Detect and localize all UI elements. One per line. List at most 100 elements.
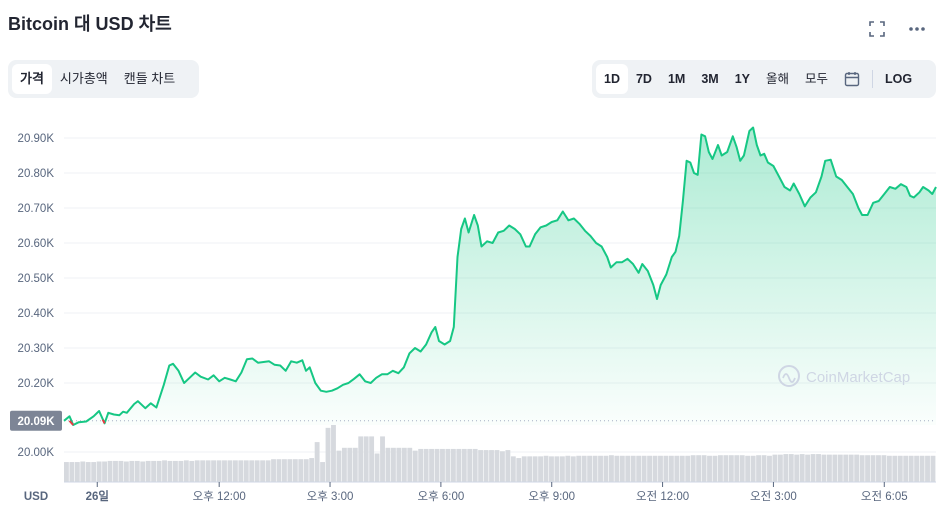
y-tick-label: 20.90K (18, 133, 55, 145)
volume-bar (385, 447, 391, 482)
volume-bar (282, 459, 287, 482)
chart-title: Bitcoin 대 USD 차트 (8, 14, 172, 34)
range-divider (872, 70, 874, 88)
volume-bar (407, 447, 413, 482)
volume-bar (559, 456, 565, 482)
volume-bar (374, 453, 380, 482)
volume-bar (69, 462, 75, 482)
fullscreen-icon[interactable] (866, 18, 888, 40)
volume-bar (521, 456, 527, 482)
volume-bar (391, 447, 396, 482)
volume-bar (123, 461, 129, 482)
volume-bar (216, 460, 222, 482)
tab-candle-chart[interactable]: 캔들 차트 (123, 71, 176, 86)
volume-bar (827, 454, 832, 482)
volume-bar (756, 455, 761, 482)
price-line-down (101, 419, 106, 424)
volume-bar (745, 455, 751, 482)
volume-bar (837, 454, 843, 482)
volume-bar (914, 455, 920, 482)
range-3m[interactable]: 3M (701, 72, 719, 86)
currency-label: USD (24, 491, 48, 503)
volume-bar (652, 455, 658, 482)
range-ytd[interactable]: 올해 (766, 72, 790, 86)
volume-bar (347, 447, 353, 482)
tab-market-cap[interactable]: 시가총액 (59, 71, 108, 86)
volume-bar (603, 455, 609, 482)
volume-bar (805, 454, 811, 482)
log-toggle[interactable]: LOG (885, 72, 913, 86)
volume-bar (772, 454, 778, 482)
volume-bar (810, 454, 816, 482)
volume-bar (74, 462, 80, 482)
volume-bar (276, 459, 282, 482)
volume-bar (619, 455, 625, 482)
volume-bar (750, 455, 756, 482)
range-1m[interactable]: 1M (667, 72, 686, 86)
volume-bar (510, 456, 516, 482)
volume-bar (767, 455, 772, 482)
volume-bar (102, 461, 107, 482)
volume-bar (265, 460, 271, 482)
volume-bar (668, 455, 674, 482)
volume-bar (151, 460, 157, 482)
volume-bar (609, 455, 614, 482)
range-1d[interactable]: 1D (596, 64, 628, 94)
volume-bar (80, 461, 86, 482)
volume-bar (723, 455, 729, 482)
current-price-tag (10, 410, 62, 431)
tab-price[interactable]: 가격 (12, 64, 52, 94)
volume-bar (581, 455, 587, 482)
volume-bar (625, 455, 631, 482)
price-line-down (68, 420, 74, 426)
volume-bar (908, 455, 914, 482)
view-tabs: 가격 시가총액 캔들 차트 (8, 60, 199, 98)
volume-bar (249, 460, 255, 482)
volume-bar (881, 455, 887, 482)
volume-bar (576, 455, 582, 482)
volume-bar (434, 448, 440, 482)
range-all[interactable]: 모두 (805, 72, 829, 86)
volume-bar (516, 458, 522, 482)
current-price-label: 20.09K (17, 416, 55, 428)
volume-bar (930, 455, 936, 482)
volume-bar (886, 455, 892, 482)
volume-bar (358, 436, 364, 482)
range-7d[interactable]: 7D (635, 72, 652, 86)
volume-bar (429, 448, 434, 482)
volume-bar (85, 462, 91, 482)
volume-bar (658, 455, 663, 482)
volume-bar (712, 455, 718, 482)
volume-bar (674, 455, 680, 482)
volume-bar (876, 455, 881, 482)
y-tick-label: 20.20K (18, 378, 55, 390)
volume-bar (450, 448, 456, 482)
volume-bar (794, 454, 800, 482)
calendar-icon[interactable] (836, 64, 868, 94)
y-tick-label: 20.40K (18, 308, 55, 320)
volume-bar (467, 448, 473, 482)
volume-bar (761, 455, 767, 482)
volume-bar (298, 459, 304, 482)
volume-bar (870, 455, 876, 482)
range-1y[interactable]: 1Y (734, 72, 751, 86)
volume-bar (614, 455, 620, 482)
x-tick-label: 오후 6:00 (418, 490, 465, 503)
volume-bar (647, 455, 652, 482)
volume-bar (865, 455, 870, 482)
x-tick-label: 26일 (86, 489, 109, 503)
volume-bar (925, 455, 930, 482)
volume-bar (734, 455, 740, 482)
volume-bar (331, 425, 336, 482)
volume-bar (183, 460, 189, 482)
volume-bar (718, 455, 723, 482)
more-icon[interactable] (906, 18, 928, 40)
x-tick-label: 오후 9:00 (528, 490, 575, 503)
price-line (63, 126, 937, 426)
volume-bar (843, 454, 849, 482)
volume-bar (505, 450, 511, 482)
volume-bar (472, 448, 478, 482)
volume-bar (641, 455, 647, 482)
volume-bar (200, 460, 206, 482)
y-tick-label: 20.50K (18, 273, 55, 285)
